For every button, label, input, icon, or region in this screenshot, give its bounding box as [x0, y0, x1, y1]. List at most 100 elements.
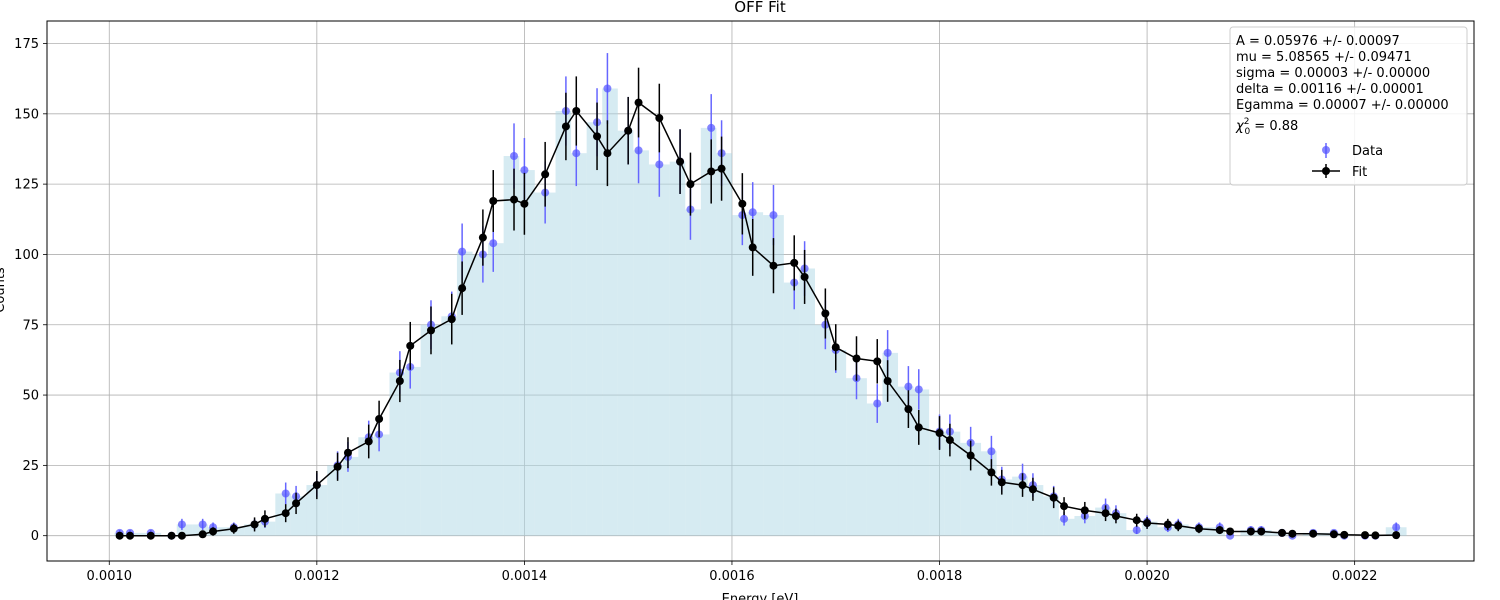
histogram-bar	[1173, 524, 1189, 536]
fit-point	[738, 199, 747, 208]
histogram-bar	[373, 434, 390, 536]
histogram-bar	[586, 122, 603, 536]
fit-point	[426, 326, 435, 335]
histogram-bar	[534, 192, 556, 536]
data-point	[1392, 523, 1401, 532]
fit-point	[655, 114, 664, 123]
y-tick-label: 125	[14, 178, 39, 193]
fit-point	[769, 261, 778, 270]
legend-annotation-delta: delta = 0.00116 +/- 0.00001	[1236, 82, 1424, 97]
fit-point	[1226, 527, 1235, 536]
fit-point	[1194, 524, 1203, 533]
chi2-symbol: χ	[1235, 119, 1245, 134]
data-point	[748, 208, 757, 217]
fit-point	[603, 149, 612, 158]
fit-point	[292, 499, 301, 508]
fit-point	[966, 451, 975, 460]
legend-box	[1229, 26, 1468, 186]
fit-point	[852, 354, 861, 363]
fit-point	[126, 531, 135, 540]
x-tick-label: 0.0016	[709, 569, 755, 584]
histogram-bar	[996, 479, 1013, 536]
histogram-bar	[960, 442, 982, 536]
histogram-bar	[488, 243, 504, 536]
data-point	[769, 211, 778, 220]
fit-point	[1018, 481, 1027, 490]
legend-fit-label: Fit	[1352, 165, 1367, 180]
y-tick-label: 50	[22, 389, 39, 404]
fit-point	[1111, 512, 1120, 520]
chi2-subscript: 0	[1244, 127, 1250, 137]
fit-point	[209, 527, 218, 536]
fit-point	[717, 164, 726, 173]
data-point	[914, 385, 923, 394]
fit-point	[510, 195, 519, 204]
histogram-bar	[176, 524, 193, 536]
data-point	[603, 84, 612, 93]
histogram-bar	[913, 389, 930, 536]
data-point	[1060, 514, 1069, 523]
data-point	[572, 149, 581, 158]
fit-point	[1143, 519, 1152, 528]
legend-annotation-a: A = 0.05976 +/- 0.00097	[1236, 34, 1400, 49]
fit-point	[676, 157, 685, 166]
histogram-bar	[944, 431, 961, 536]
data-point	[987, 447, 996, 456]
fit-point	[1163, 520, 1172, 529]
histogram	[114, 88, 1407, 536]
fit-point	[1371, 531, 1380, 540]
histogram-bar	[342, 456, 359, 536]
histogram-bar	[669, 161, 686, 536]
histogram-bar	[519, 170, 535, 536]
fit-point	[883, 377, 892, 385]
legend-fit-marker	[1322, 167, 1330, 175]
data-point	[458, 247, 467, 256]
fit-point	[800, 272, 809, 281]
fit-point	[343, 448, 352, 457]
histogram-bar	[1074, 516, 1096, 536]
fit-point	[1340, 530, 1349, 539]
fit-point	[447, 315, 456, 324]
fit-point	[406, 341, 415, 350]
chart-title: OFF Fit	[734, 0, 786, 16]
fit-point	[375, 414, 384, 423]
ticks: 0.0010 0.0012 0.0014 0.0016 0.0018 0.0020 0.00…	[14, 37, 1377, 584]
y-tick-label: 175	[14, 37, 39, 52]
fit-point	[250, 520, 259, 529]
histogram-bar	[503, 156, 520, 536]
fit-point	[489, 197, 498, 205]
histogram-bar	[846, 378, 867, 536]
histogram-bar	[685, 209, 701, 536]
fit-point	[873, 357, 882, 366]
histogram-bar	[456, 251, 473, 536]
data-point	[655, 160, 664, 169]
y-axis-label: Counts	[0, 267, 8, 313]
histogram-bar	[747, 212, 764, 536]
data-point	[281, 489, 290, 498]
fit-point	[229, 524, 238, 533]
fit-point	[458, 284, 467, 293]
legend-annotation-mu: mu = 5.08565 +/- 0.09471	[1236, 50, 1412, 65]
fit-point	[561, 122, 570, 131]
data-point	[489, 239, 498, 248]
fit-point	[1132, 516, 1141, 525]
x-axis-label: Energy [eV]	[722, 592, 799, 600]
histogram-bar	[882, 352, 899, 536]
fit-point	[1288, 529, 1297, 538]
fit-point	[624, 126, 633, 135]
fit-point	[1278, 528, 1287, 537]
data-point	[198, 520, 207, 529]
fit-point	[1049, 493, 1058, 502]
fit-point	[572, 107, 581, 115]
fit-point	[146, 531, 155, 540]
fit-point	[904, 405, 913, 414]
fit-point	[686, 180, 695, 189]
histogram-bar	[1027, 485, 1044, 536]
histogram-bar	[405, 366, 421, 536]
histogram-bar	[192, 524, 208, 536]
y-tick-label: 150	[14, 107, 39, 122]
legend-data-label: Data	[1352, 144, 1383, 159]
fit-point	[997, 478, 1006, 487]
fit-point	[1361, 531, 1370, 540]
